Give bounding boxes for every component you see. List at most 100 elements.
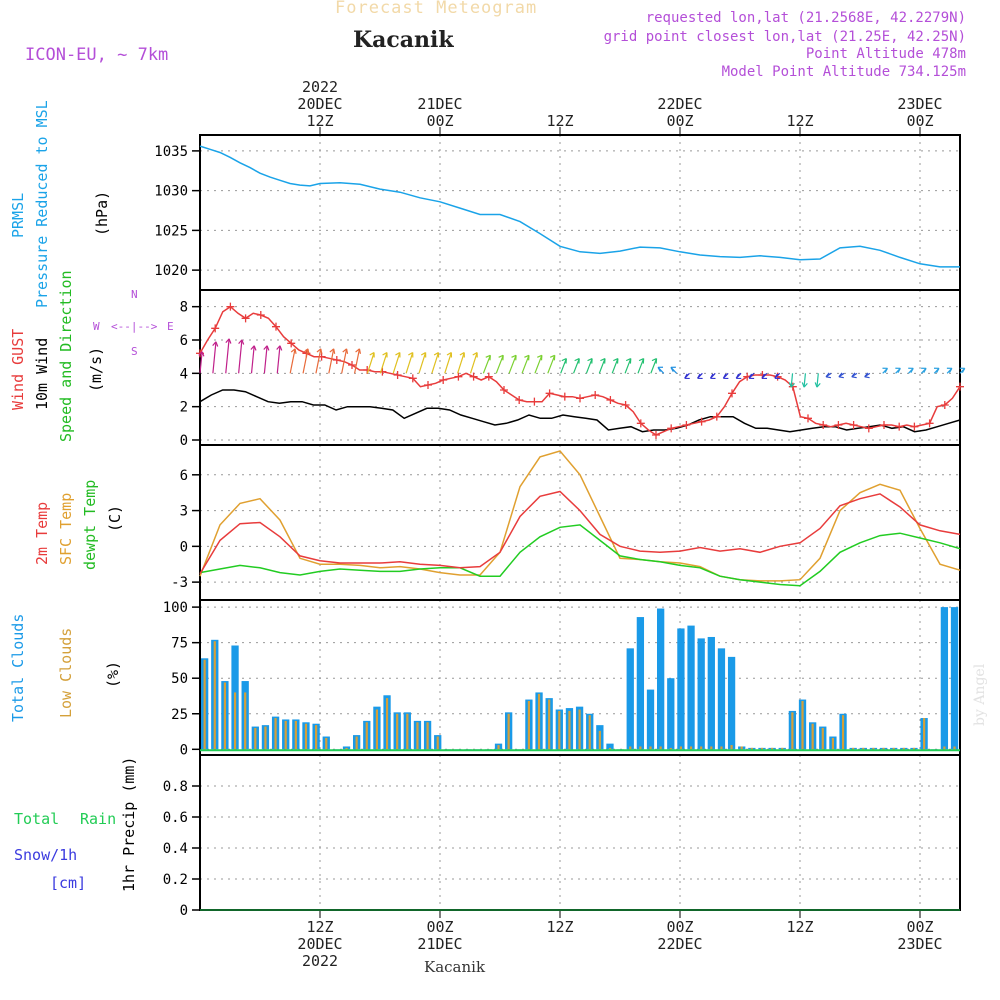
- low-cloud-bar: [385, 698, 389, 750]
- low-cloud-bar: [953, 746, 956, 750]
- x-tick-label-top: 20DEC: [297, 95, 342, 113]
- wind-arrow-shaft: [238, 339, 243, 374]
- snow-label: Snow/1h: [14, 846, 78, 864]
- gust-marker: [636, 419, 645, 428]
- gust-marker: [454, 372, 463, 381]
- gust-marker: [773, 372, 782, 381]
- wind-arrow: [851, 372, 858, 379]
- wind-arrow: [788, 373, 795, 388]
- gust-marker: [804, 414, 812, 423]
- x-tick-label-top: 12Z: [546, 112, 573, 130]
- wind-arrow-head: [303, 348, 310, 354]
- total-cloud-bar: [677, 628, 685, 750]
- low-cloud-bar: [892, 747, 895, 750]
- total-cloud-bar: [657, 608, 665, 750]
- wind-arrow-shaft: [250, 345, 255, 374]
- wind-arrow-head: [316, 348, 323, 354]
- wind-arrow-shaft: [521, 355, 530, 374]
- total-cloud-bar: [950, 607, 959, 750]
- gust-marker: [576, 394, 584, 403]
- low-cloud-bar: [274, 718, 277, 750]
- gust-marker: [348, 361, 356, 369]
- wind-arrow: [572, 358, 580, 374]
- wind-arrow-shaft: [212, 341, 217, 374]
- x-tick-label-top: 00Z: [426, 112, 453, 130]
- wind-arrow-shaft: [392, 352, 401, 374]
- model-label: ICON-EU, ~ 7km: [25, 45, 169, 65]
- gust-marker: [272, 322, 280, 331]
- x-tick-label-top: 23DEC: [897, 95, 942, 113]
- y-tick-label: 100: [163, 600, 188, 616]
- low-cloud-bar: [912, 747, 916, 750]
- wind-arrow: [650, 358, 658, 374]
- low-cloud-bar: [608, 747, 612, 750]
- wind-arrow: [814, 373, 821, 388]
- gust-marker: [393, 371, 402, 379]
- wind-arrow: [341, 348, 349, 374]
- low-cloud-bar: [760, 747, 764, 750]
- wind-arrow-head: [895, 367, 901, 373]
- wind-arrow: [908, 367, 914, 374]
- x-tick-label-bottom: 00Z: [906, 918, 933, 936]
- wind-arrow: [431, 352, 440, 374]
- low-cloud-bar: [720, 746, 723, 750]
- wind-arrow-head: [198, 351, 205, 357]
- x-tick-label-top: 12Z: [786, 112, 813, 130]
- wind-arrow: [392, 352, 401, 374]
- gust-label: Wind GUST: [9, 328, 27, 410]
- pressure-label: Pressure Reduced to MSL: [33, 100, 51, 308]
- wind-arrow: [198, 351, 205, 374]
- wind-arrow-head: [838, 372, 844, 379]
- low-cloud-bar: [315, 725, 318, 750]
- wind-arrow-shaft: [418, 352, 427, 374]
- low-cloud-bar: [416, 722, 419, 750]
- gust-marker: [956, 382, 964, 391]
- wind-arrow-shaft: [598, 358, 606, 374]
- dewpt-line: [199, 524, 961, 587]
- wind-arrow: [508, 354, 517, 374]
- wind-arrow: [276, 345, 283, 374]
- rain-label-total: Total: [14, 810, 60, 828]
- y-tick-label: 8: [180, 300, 188, 316]
- wind-arrow-shaft: [495, 355, 504, 374]
- y-tick-label: 50: [171, 671, 188, 687]
- low-cloud-bar: [548, 699, 551, 750]
- low-cloud-bar: [294, 720, 297, 750]
- wind-arrow: [263, 345, 270, 374]
- wind-arrow: [895, 367, 901, 374]
- gust-marker: [682, 421, 691, 429]
- wind-arrow-head: [212, 341, 219, 347]
- wind-arrow-shaft: [315, 348, 322, 374]
- wind-arrow-head: [788, 382, 795, 388]
- wind-arrow-head: [290, 348, 297, 354]
- x-tick-label-bottom: 20DEC: [297, 935, 342, 953]
- low-cloud-bar: [325, 737, 328, 750]
- wind-arrow: [801, 373, 808, 388]
- low-cloud-bar: [375, 709, 379, 750]
- rain-label-rain: Rain: [80, 810, 117, 828]
- wind-arrow-shaft: [276, 345, 281, 374]
- wind-arrow-head: [574, 358, 580, 364]
- low-cloud-bar: [882, 747, 885, 750]
- wind-arrow-head: [537, 354, 543, 361]
- low-cloud-bar: [203, 659, 206, 750]
- wind-arrow-shaft: [790, 373, 794, 388]
- low-cloud-bar: [436, 736, 439, 750]
- wind-arrow: [289, 348, 297, 374]
- wind-arrow: [379, 352, 388, 374]
- low-cloud-bar: [700, 746, 703, 750]
- temp-unit: (C): [106, 504, 124, 532]
- gust-marker: [530, 397, 539, 406]
- low-cloud-bar: [598, 730, 601, 750]
- wind-arrow: [864, 372, 871, 379]
- wind-arrow-shaft: [803, 373, 807, 388]
- x-tick-label-top: 22DEC: [657, 95, 702, 113]
- low-cloud-bar: [740, 746, 743, 750]
- wind-arrow: [598, 358, 606, 374]
- y-tick-label: 0.6: [163, 810, 188, 826]
- wind-arrow-head: [511, 354, 517, 361]
- gust-marker: [834, 421, 843, 429]
- pressure-line: [199, 145, 960, 268]
- compass-n: N: [131, 288, 138, 301]
